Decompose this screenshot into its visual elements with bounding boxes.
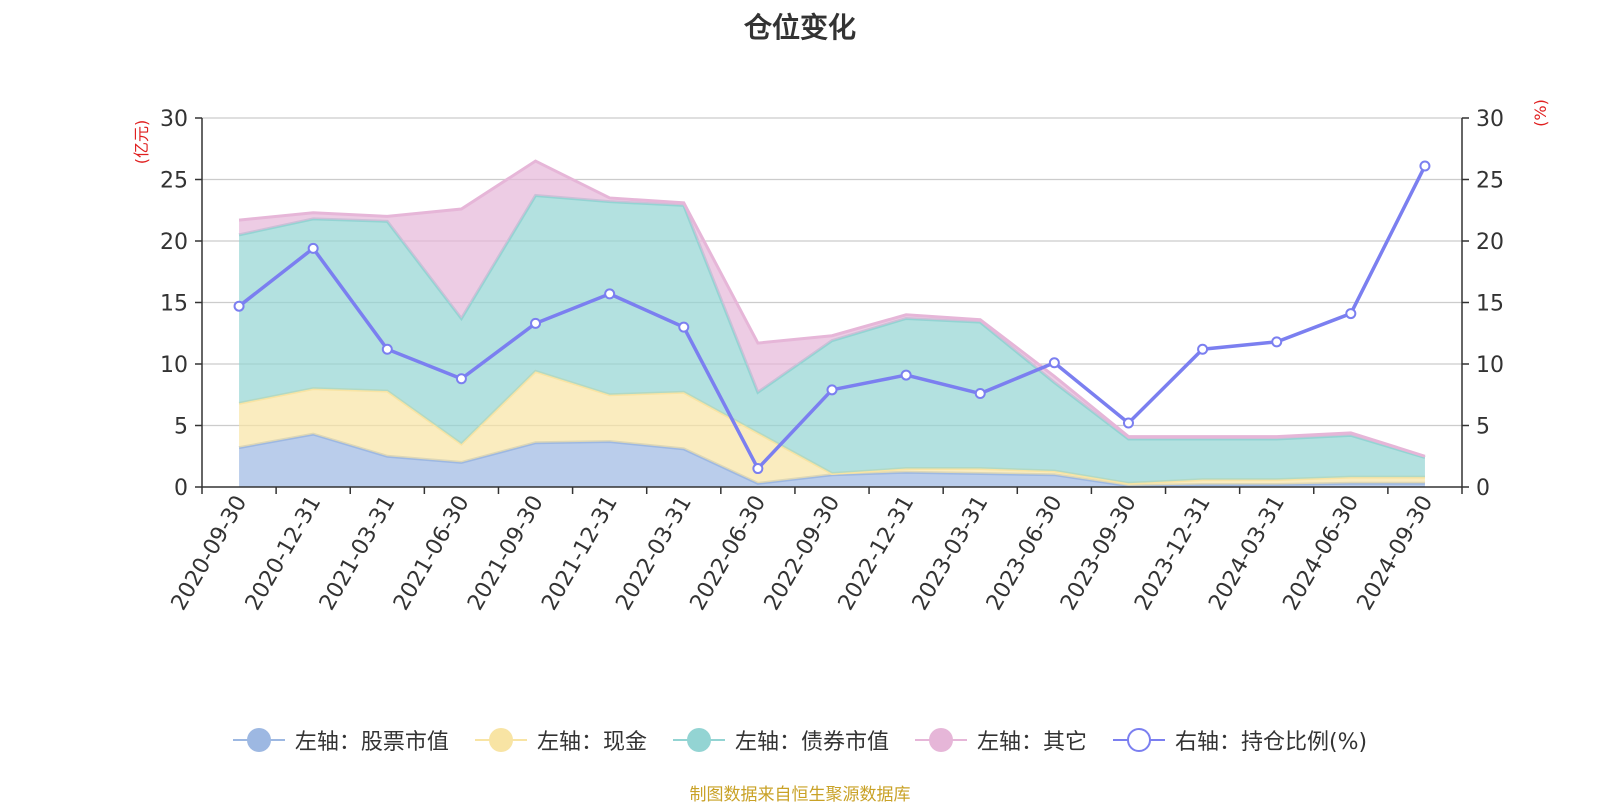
x-tick-label: 2021-12-31 (537, 492, 623, 615)
line-point (900, 369, 912, 381)
left-tick-label: 15 (160, 292, 188, 317)
x-tick-label: 2024-09-30 (1353, 492, 1439, 615)
chart-title: 仓位变化 (743, 11, 856, 44)
right-tick-label: 25 (1476, 169, 1504, 194)
x-tick-label: 2023-09-30 (1056, 492, 1142, 615)
line-point (233, 300, 245, 312)
x-tick-label: 2021-03-31 (315, 492, 401, 615)
legend-item-other[interactable]: 左轴：其它 (914, 724, 1087, 756)
line-point (455, 373, 467, 385)
left-axis-unit: (亿元) (132, 120, 151, 165)
line-point (530, 317, 542, 329)
legend-label-bond: 左轴：债券市值 (734, 730, 889, 755)
x-tick-label: 2020-12-31 (241, 492, 327, 615)
legend-marker-position-ratio (1112, 727, 1165, 753)
x-tick-label: 2020-09-30 (167, 492, 253, 615)
line-point (826, 384, 838, 396)
left-tick-label: 25 (160, 169, 188, 194)
x-tick-label: 2022-09-30 (760, 492, 846, 615)
x-tick-label: 2021-09-30 (463, 492, 549, 615)
right-axis-unit: (%) (1531, 99, 1550, 127)
x-tick-label: 2024-03-31 (1204, 492, 1290, 615)
legend-item-position-ratio[interactable]: 右轴：持仓比例(%) (1112, 724, 1368, 756)
x-tick-label: 2023-06-30 (982, 492, 1068, 615)
line-point (1197, 343, 1209, 355)
area-series-1 (239, 371, 1425, 486)
x-tick-label: 2022-03-31 (611, 492, 697, 615)
legend-label-cash: 左轴：现金 (536, 730, 647, 755)
left-tick-label: 30 (160, 107, 188, 132)
line-point (381, 343, 393, 355)
left-tick-label: 0 (174, 476, 188, 501)
line-point (752, 463, 764, 475)
legend-item-cash[interactable]: 左轴：现金 (474, 724, 647, 756)
line-point (1345, 308, 1357, 320)
area-edge-series-3 (238, 159, 1426, 458)
x-tick-label: 2022-06-30 (685, 492, 771, 615)
line-point (1271, 336, 1283, 348)
x-tick-label: 2021-06-30 (389, 491, 475, 614)
x-tick-label: 2023-03-31 (908, 492, 994, 615)
legend-label-position-ratio: 右轴：持仓比例(%) (1174, 730, 1368, 755)
legend-marker-other (914, 727, 967, 753)
x-tick-label: 2022-12-31 (834, 492, 920, 615)
legend: 左轴：股票市值 左轴：现金 左轴：债券市值 左轴：其它 右轴：持仓比例(%) (0, 720, 1600, 760)
line-point (974, 388, 986, 400)
line-point (1048, 357, 1060, 369)
legend-label-stock: 左轴：股票市值 (294, 730, 449, 755)
right-tick-label: 20 (1476, 230, 1504, 255)
right-tick-label: 30 (1476, 107, 1504, 132)
left-tick-label: 5 (174, 415, 188, 440)
x-tick-label: 2024-06-30 (1278, 492, 1364, 615)
line-point (1122, 417, 1134, 429)
legend-marker-cash (474, 727, 527, 753)
source-note: 制图数据来自恒生聚源数据库 (689, 785, 911, 805)
line-point (678, 321, 690, 333)
right-tick-label: 0 (1476, 476, 1490, 501)
left-tick-label: 20 (160, 230, 188, 255)
line-point (604, 288, 616, 300)
legend-marker-bond (672, 727, 725, 753)
area-series-2 (239, 195, 1425, 484)
legend-label-other: 左轴：其它 (976, 730, 1087, 755)
line-point (1419, 160, 1431, 172)
left-tick-label: 10 (160, 353, 188, 378)
legend-item-stock[interactable]: 左轴：股票市值 (232, 724, 449, 756)
area-series-0 (239, 434, 1425, 487)
right-tick-label: 15 (1476, 292, 1504, 317)
legend-marker-stock (232, 727, 285, 753)
legend-item-bond[interactable]: 左轴：债券市值 (672, 724, 889, 756)
line-point (307, 242, 319, 254)
right-tick-label: 5 (1476, 415, 1490, 440)
right-tick-label: 10 (1476, 353, 1504, 378)
x-tick-label: 2023-12-31 (1130, 492, 1216, 615)
